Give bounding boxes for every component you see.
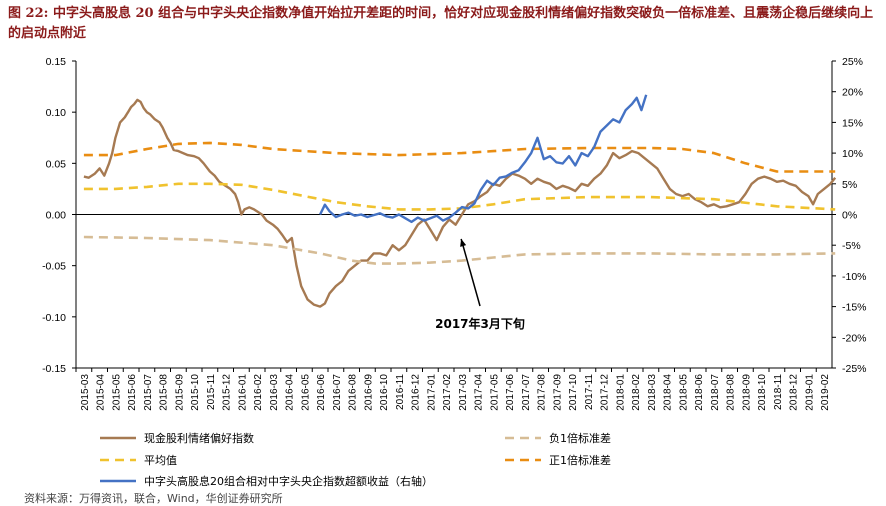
x-tick-label: 2019-01 xyxy=(804,374,815,411)
x-tick-label: 2018-07 xyxy=(710,374,721,411)
source-note: 资料来源：万得资讯，联合，Wind，华创证券研究所 xyxy=(24,492,283,505)
y-left-tick-label: -0.15 xyxy=(42,363,66,375)
figure-label: 图 22: xyxy=(8,6,49,21)
x-tick-label: 2016-05 xyxy=(300,374,311,411)
y-right-tick-label: -15% xyxy=(842,302,867,314)
x-tick-label: 2016-06 xyxy=(316,374,327,411)
x-tick-label: 2017-07 xyxy=(521,374,532,411)
x-tick-label: 2016-02 xyxy=(253,374,264,411)
x-tick-label: 2018-09 xyxy=(741,374,752,411)
y-right-tick-label: 5% xyxy=(842,179,857,191)
x-tick-label: 2015-05 xyxy=(111,374,122,411)
y-right-tick-label: -5% xyxy=(842,240,861,252)
series-line-4 xyxy=(319,94,648,224)
legend-label-0: 现金股利情绪偏好指数 xyxy=(144,431,254,445)
x-tick-label: 2017-10 xyxy=(568,374,579,411)
x-tick-label: 2016-04 xyxy=(285,374,296,411)
series-line-2 xyxy=(83,182,836,211)
x-tick-label: 2015-12 xyxy=(222,374,233,411)
x-tick-label: 2017-02 xyxy=(442,374,453,411)
x-tick-label: 2018-01 xyxy=(615,374,626,411)
x-tick-label: 2017-12 xyxy=(600,374,611,411)
x-tick-label: 2017-01 xyxy=(426,374,437,411)
y-left-tick-label: 0.05 xyxy=(46,158,67,170)
x-tick-label: 2015-03 xyxy=(80,374,91,411)
x-tick-label: 2016-03 xyxy=(269,374,280,411)
x-tick-label: 2017-06 xyxy=(505,374,516,411)
x-tick-label: 2015-11 xyxy=(206,374,217,410)
x-tick-label: 2016-10 xyxy=(379,374,390,411)
x-tick-label: 2016-09 xyxy=(363,374,374,411)
y-right-tick-label: 10% xyxy=(842,148,863,160)
x-tick-label: 2015-09 xyxy=(174,374,185,411)
axes-group: 0.15 0.10 0.05 0.00 -0.05 -0.10 -0.15 25% 20% 15%… xyxy=(42,56,866,411)
y-right-tick-label: 15% xyxy=(842,117,863,129)
series-line-3 xyxy=(83,141,836,173)
x-tick-label: 2015-08 xyxy=(159,374,170,411)
y-right-tick-label: -10% xyxy=(842,271,867,283)
series-line-0 xyxy=(83,98,837,308)
x-tick-label: 2017-04 xyxy=(474,374,485,411)
x-tick-label: 2017-05 xyxy=(489,374,500,411)
annotation-arrow-line xyxy=(460,238,481,307)
x-tick-label: 2018-02 xyxy=(631,374,642,411)
y-left-tick-label: -0.05 xyxy=(42,261,66,273)
annotation-arrowhead xyxy=(460,238,467,247)
series-line-1 xyxy=(83,235,836,265)
x-tick-label: 2016-08 xyxy=(348,374,359,411)
legend-label-1: 负1倍标准差 xyxy=(549,431,611,445)
y-right-tick-label: 20% xyxy=(842,87,863,99)
y-right-tick-label: -25% xyxy=(842,363,867,375)
x-tick-label: 2016-07 xyxy=(332,374,343,411)
y-left-tick-label: -0.10 xyxy=(42,312,66,324)
y-left-tick-label: 0.10 xyxy=(46,107,67,119)
legend-label-2: 平均值 xyxy=(144,454,177,467)
legend-label-3: 正1倍标准差 xyxy=(549,453,611,467)
x-tick-label: 2018-10 xyxy=(757,374,768,411)
y-right-tick-label: 25% xyxy=(842,56,863,68)
x-tick-label: 2016-11 xyxy=(395,374,406,410)
annotation-label: 2017年3月下旬 xyxy=(435,316,525,331)
x-tick-label: 2016-01 xyxy=(237,374,248,411)
x-tick-label: 2018-04 xyxy=(663,374,674,411)
x-tick-label: 2018-06 xyxy=(694,374,705,411)
x-tick-label: 2017-03 xyxy=(458,374,469,411)
x-tick-label: 2015-07 xyxy=(143,374,154,411)
y-left-tick-label: 0.15 xyxy=(46,56,67,68)
x-tick-label: 2018-11 xyxy=(773,374,784,410)
chart-title: 图 22: 中字头高股息 20 组合与中字头央企指数净值开始拉开差距的时间，恰好… xyxy=(8,4,880,44)
y-right-tick-label: 0% xyxy=(842,210,857,222)
legend-label-4: 中字头高股息20组合相对中字头央企指数超额收益（右轴） xyxy=(144,474,433,488)
annotation-group: 2017年3月下旬 xyxy=(435,238,525,331)
x-tick-label: 2018-12 xyxy=(789,374,800,411)
x-tick-label: 2015-04 xyxy=(96,374,107,411)
x-tick-label: 2015-10 xyxy=(190,374,201,411)
y-right-tick-label: -20% xyxy=(842,332,867,344)
x-tick-label: 2019-02 xyxy=(820,374,831,411)
x-tick-label: 2016-12 xyxy=(411,374,422,411)
figure-title-text: 中字头高股息 20 组合与中字头央企指数净值开始拉开差距的时间，恰好对应现金股利… xyxy=(8,6,874,41)
x-tick-label: 2018-03 xyxy=(647,374,658,411)
series-group xyxy=(83,94,837,308)
x-tick-label: 2018-05 xyxy=(678,374,689,411)
x-tick-label: 2015-06 xyxy=(127,374,138,411)
x-tick-label: 2018-08 xyxy=(726,374,737,411)
x-tick-label: 2017-09 xyxy=(552,374,563,411)
y-left-tick-label: 0.00 xyxy=(46,210,67,222)
x-tick-label: 2017-08 xyxy=(537,374,548,411)
x-tick-label: 2017-11 xyxy=(584,374,595,410)
